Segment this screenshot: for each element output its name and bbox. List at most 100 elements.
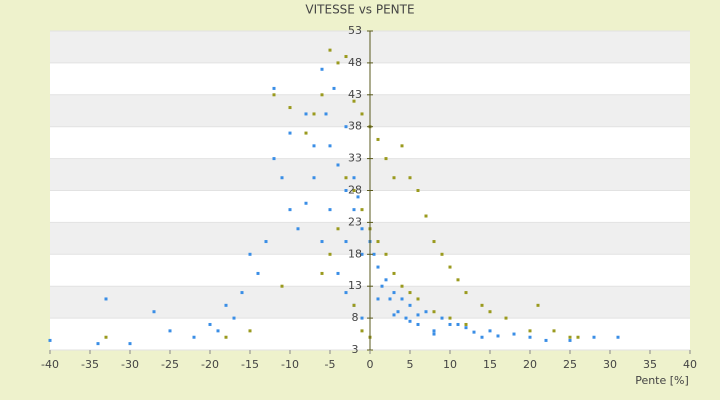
scatter-point (272, 93, 276, 97)
scatter-point (464, 326, 468, 330)
scatter-point (280, 176, 284, 180)
scatter-point (328, 252, 332, 256)
scatter-point (320, 67, 324, 71)
scatter-point (296, 227, 300, 231)
scatter-point (324, 112, 328, 116)
scatter-point (332, 86, 336, 90)
scatter-point (408, 319, 412, 323)
x-tick-label: 40 (683, 358, 697, 371)
scatter-point (352, 99, 356, 103)
scatter-point (592, 335, 596, 339)
scatter-point (352, 189, 356, 192)
scatter-point (392, 313, 396, 317)
scatter-point (344, 240, 348, 244)
y-tick-label: 3 (352, 343, 359, 356)
scatter-point (380, 284, 384, 288)
scatter-point (616, 335, 620, 339)
scatter-point (224, 303, 228, 307)
scatter-point (536, 303, 540, 307)
x-tick-label: 20 (523, 358, 537, 371)
x-tick-label: -20 (201, 358, 219, 371)
scatter-point (360, 112, 364, 116)
scatter-point (416, 322, 420, 326)
scatter-point (328, 48, 332, 52)
scatter-point (320, 93, 324, 97)
scatter-point (328, 144, 332, 148)
scatter-point (384, 157, 388, 161)
scatter-point (376, 265, 380, 269)
scatter-point (424, 214, 428, 218)
scatter-point (392, 176, 396, 180)
scatter-point (456, 322, 460, 326)
scatter-point (48, 338, 52, 342)
y-tick-label: 33 (348, 152, 362, 165)
x-tick-label: 30 (603, 358, 617, 371)
scatter-point (376, 240, 380, 244)
scatter-point (320, 271, 324, 275)
scatter-point (248, 329, 252, 333)
x-tick-label: -30 (121, 358, 139, 371)
scatter-point (388, 297, 392, 301)
scatter-point (192, 335, 196, 339)
scatter-point (372, 252, 376, 256)
scatter-point (352, 208, 356, 212)
scatter-point (448, 316, 452, 320)
x-tick-label: 15 (483, 358, 497, 371)
scatter-point (376, 297, 380, 301)
scatter-point (288, 131, 292, 135)
scatter-point (328, 208, 332, 212)
scatter-point (432, 240, 436, 244)
scatter-point (376, 137, 380, 141)
scatter-point (384, 278, 388, 282)
scatter-point (312, 176, 316, 180)
y-tick-label: 38 (348, 120, 362, 133)
scatter-point (480, 335, 484, 339)
scatter-point (568, 338, 572, 342)
scatter-point (256, 271, 260, 275)
y-tick-label: 48 (348, 56, 362, 69)
scatter-point (104, 335, 108, 339)
chart-title: VITESSE vs PENTE (305, 3, 414, 17)
scatter-point (312, 144, 316, 148)
scatter-point (216, 329, 220, 333)
scatter-point (360, 208, 364, 212)
scatter-point (408, 303, 412, 307)
y-tick-label: 23 (348, 215, 362, 228)
y-tick-label: 28 (348, 184, 362, 197)
scatter-point (424, 310, 428, 314)
scatter-point (416, 313, 420, 317)
scatter-point (344, 189, 348, 192)
scatter-point (312, 112, 316, 116)
scatter-point (336, 227, 340, 231)
scatter-point (496, 334, 500, 338)
scatter-point (280, 284, 284, 288)
scatter-point (568, 335, 572, 339)
scatter-point (224, 335, 228, 339)
scatter-point (320, 240, 324, 244)
scatter-point (288, 106, 292, 110)
scatter-point (152, 310, 156, 314)
x-tick-label: -10 (281, 358, 299, 371)
scatter-point (464, 322, 468, 326)
x-tick-label: -25 (161, 358, 179, 371)
scatter-point (360, 227, 364, 231)
scatter-point (360, 316, 364, 320)
scatter-point (352, 303, 356, 307)
scatter-point (352, 176, 356, 180)
scatter-point (360, 252, 364, 256)
scatter-point (288, 208, 292, 212)
x-tick-label: 25 (563, 358, 577, 371)
scatter-point (248, 252, 252, 256)
x-tick-label: -5 (325, 358, 336, 371)
scatter-point (336, 163, 340, 167)
scatter-point (432, 310, 436, 314)
x-tick-label: 35 (643, 358, 657, 371)
scatter-point (304, 112, 308, 116)
scatter-point (392, 291, 396, 295)
scatter-point (404, 316, 408, 320)
scatter-point (400, 144, 404, 148)
scatter-point (208, 322, 212, 326)
scatter-point (416, 297, 420, 301)
scatter-point (440, 316, 444, 320)
